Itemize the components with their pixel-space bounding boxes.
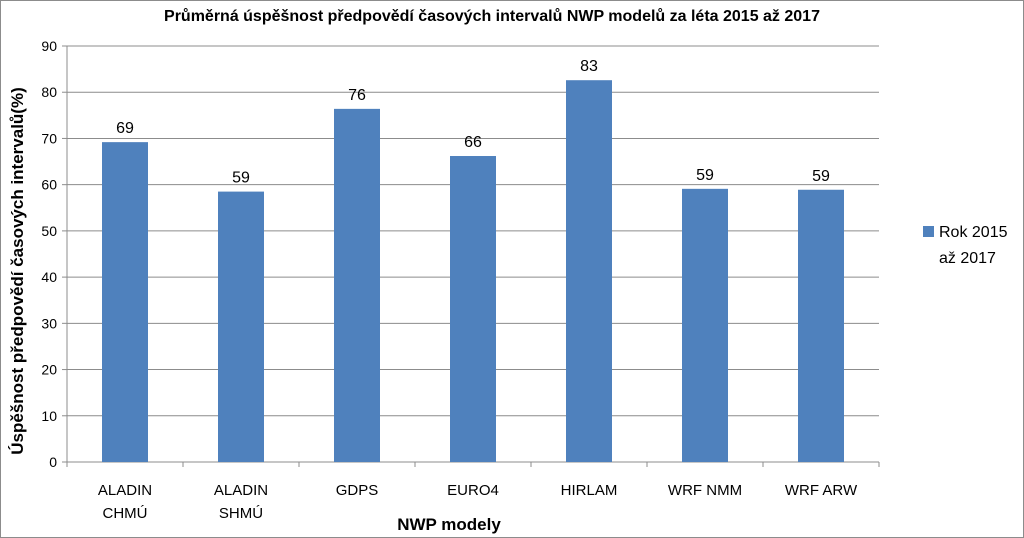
x-tick-labels: ALADIN CHMÚ ALADIN SHMÚ GDPS EURO4 HIRLAM WRF N… — [98, 482, 858, 522]
bar — [798, 189, 844, 463]
x-tick-label: CHMÚ — [103, 505, 148, 522]
y-tick-labels: 0 10 20 30 40 50 60 70 80 90 — [41, 38, 57, 470]
legend-label: Rok 2015 — [939, 224, 1008, 241]
y-tick-label: 10 — [41, 408, 57, 424]
x-tick-label: HIRLAM — [561, 482, 618, 499]
bars — [102, 80, 844, 463]
bar — [102, 142, 148, 463]
x-tick-label: GDPS — [336, 482, 379, 499]
x-tick-label: EURO4 — [447, 482, 499, 499]
bar — [682, 188, 728, 462]
y-tick-label: 80 — [41, 84, 57, 100]
y-tick-label: 20 — [41, 362, 57, 378]
y-tick-label: 60 — [41, 177, 57, 193]
data-label: 59 — [696, 167, 714, 184]
data-labels: 69 59 76 66 83 59 59 — [116, 58, 830, 186]
x-axis-title: NWP modely — [397, 515, 501, 534]
y-tick-label: 70 — [41, 130, 57, 146]
bar — [566, 80, 612, 463]
data-label: 66 — [464, 134, 482, 151]
x-tick-label: WRF NMM — [668, 482, 742, 499]
data-label: 69 — [116, 120, 134, 137]
legend-swatch — [923, 226, 934, 237]
y-tick-label: 30 — [41, 315, 57, 331]
bar — [334, 108, 380, 463]
y-tick-label: 50 — [41, 223, 57, 239]
legend-label: až 2017 — [939, 250, 996, 267]
y-tick-label: 0 — [49, 454, 57, 470]
data-label: 59 — [232, 170, 250, 187]
bar — [450, 156, 496, 462]
chart-title: Průměrná úspěšnost předpovědí časových i… — [164, 8, 820, 25]
x-tick-label: SHMÚ — [219, 505, 263, 522]
y-tick-label: 40 — [41, 269, 57, 285]
y-axis-title: Úspěšnost předpovědí časových intervalů(… — [8, 87, 27, 455]
data-label: 83 — [580, 58, 598, 75]
bar — [218, 191, 264, 462]
data-label: 59 — [812, 168, 830, 185]
data-label: 76 — [348, 87, 366, 104]
x-tick-label: ALADIN — [98, 482, 152, 499]
x-tick-label: ALADIN — [214, 482, 268, 499]
y-tick-label: 90 — [41, 38, 57, 54]
legend: Rok 2015 až 2017 — [923, 224, 1008, 267]
x-tick-label: WRF ARW — [785, 482, 858, 499]
